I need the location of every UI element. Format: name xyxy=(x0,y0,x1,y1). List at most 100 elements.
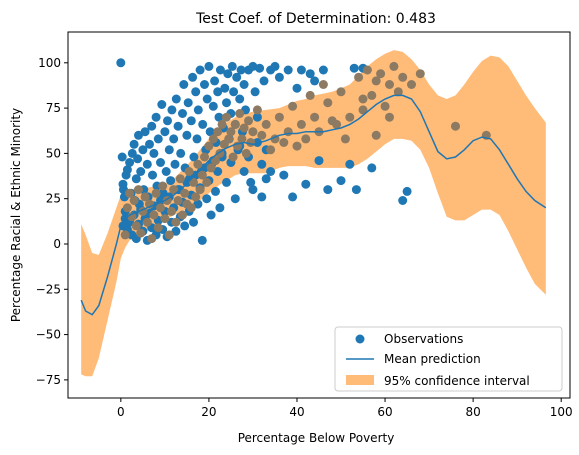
mean-prediction-line xyxy=(80,94,547,316)
observation-point xyxy=(169,134,179,144)
observation-point xyxy=(208,101,218,111)
observation-point xyxy=(241,148,251,158)
observation-point xyxy=(147,234,157,244)
observation-point xyxy=(116,58,126,68)
observation-point xyxy=(193,159,203,169)
observation-point xyxy=(189,152,199,162)
observation-point xyxy=(180,221,190,231)
y-tick-label: 100 xyxy=(38,56,61,70)
observation-point xyxy=(345,112,355,122)
observation-point xyxy=(274,112,284,122)
observation-point xyxy=(283,65,293,75)
observation-point xyxy=(202,94,212,104)
mean-line-layer xyxy=(80,94,547,316)
observation-point xyxy=(415,69,425,79)
x-tick-label: 60 xyxy=(377,405,392,419)
observation-point xyxy=(222,112,231,122)
observation-point xyxy=(257,192,267,202)
observation-point xyxy=(236,65,246,75)
observation-point xyxy=(222,177,231,187)
observation-point xyxy=(122,203,132,213)
observation-point xyxy=(173,196,183,205)
observation-point xyxy=(142,159,152,169)
observation-point xyxy=(351,185,361,195)
observation-point xyxy=(208,134,218,144)
observation-point xyxy=(140,127,150,137)
observation-point xyxy=(239,123,249,133)
observation-point xyxy=(175,174,185,184)
y-tick-label: 0 xyxy=(53,237,61,251)
observation-point xyxy=(226,127,236,137)
observation-point xyxy=(239,80,249,89)
observation-point xyxy=(161,167,171,176)
y-tick-label: −50 xyxy=(36,328,61,342)
observation-point xyxy=(149,210,159,220)
observation-point xyxy=(206,163,216,173)
observation-point xyxy=(160,214,170,224)
observation-point xyxy=(371,76,381,86)
observation-point xyxy=(266,145,276,155)
observation-point xyxy=(318,65,328,75)
observation-point xyxy=(323,185,333,195)
observation-point xyxy=(164,230,174,240)
observation-point xyxy=(358,105,368,115)
observation-point xyxy=(183,98,193,108)
y-tick-label: 75 xyxy=(46,101,61,115)
observation-point xyxy=(133,154,143,164)
observation-point xyxy=(239,167,249,176)
observation-point xyxy=(336,87,346,97)
observation-point xyxy=(296,65,306,75)
observation-point xyxy=(336,176,346,186)
observation-point xyxy=(191,192,201,202)
observation-point xyxy=(310,76,320,86)
y-axis-label: Percentage Racial & Ethnic Minority xyxy=(9,108,23,322)
observation-point xyxy=(142,217,152,227)
observation-point xyxy=(250,87,260,97)
x-tick-label: 100 xyxy=(550,405,573,419)
observation-point xyxy=(232,72,242,82)
y-tick-label: 50 xyxy=(46,146,61,160)
observation-point xyxy=(200,163,209,173)
observation-point xyxy=(210,76,220,86)
observation-point xyxy=(178,210,187,220)
legend-marker-confidence xyxy=(346,375,374,385)
observation-point xyxy=(314,156,324,166)
observation-point xyxy=(171,226,181,236)
observation-point xyxy=(213,127,223,137)
observation-point xyxy=(138,145,148,155)
observation-point xyxy=(153,134,163,144)
x-axis: 0 20 40 60 80 100 xyxy=(117,398,573,419)
observation-point xyxy=(230,194,240,204)
observation-point xyxy=(173,121,183,131)
observation-point xyxy=(171,94,181,104)
observation-point xyxy=(125,158,135,167)
x-tick-label: 40 xyxy=(289,405,304,419)
observation-point xyxy=(211,186,220,196)
observation-point xyxy=(213,167,223,176)
observation-point xyxy=(214,112,224,122)
observation-point xyxy=(153,223,163,233)
observation-point xyxy=(166,176,176,186)
observation-point xyxy=(215,65,225,75)
observation-point xyxy=(200,152,209,162)
observation-point xyxy=(129,139,139,149)
observation-point xyxy=(167,105,177,115)
observation-point xyxy=(191,87,201,97)
observation-point xyxy=(188,72,198,82)
observation-point xyxy=(305,69,315,79)
observation-point xyxy=(202,177,212,187)
observation-point xyxy=(224,134,234,144)
observation-point xyxy=(186,116,196,126)
observation-point xyxy=(362,65,372,75)
x-axis-label: Percentage Below Poverty xyxy=(238,431,395,445)
observation-point xyxy=(220,83,230,93)
y-tick-label: −75 xyxy=(36,373,61,387)
legend-marker-observations xyxy=(355,334,365,344)
observation-point xyxy=(371,130,381,140)
legend-box xyxy=(334,326,563,392)
observation-point xyxy=(358,94,368,104)
observation-point xyxy=(202,194,212,204)
observation-point xyxy=(402,186,412,196)
observation-point xyxy=(197,235,207,245)
observation-point xyxy=(279,138,289,147)
